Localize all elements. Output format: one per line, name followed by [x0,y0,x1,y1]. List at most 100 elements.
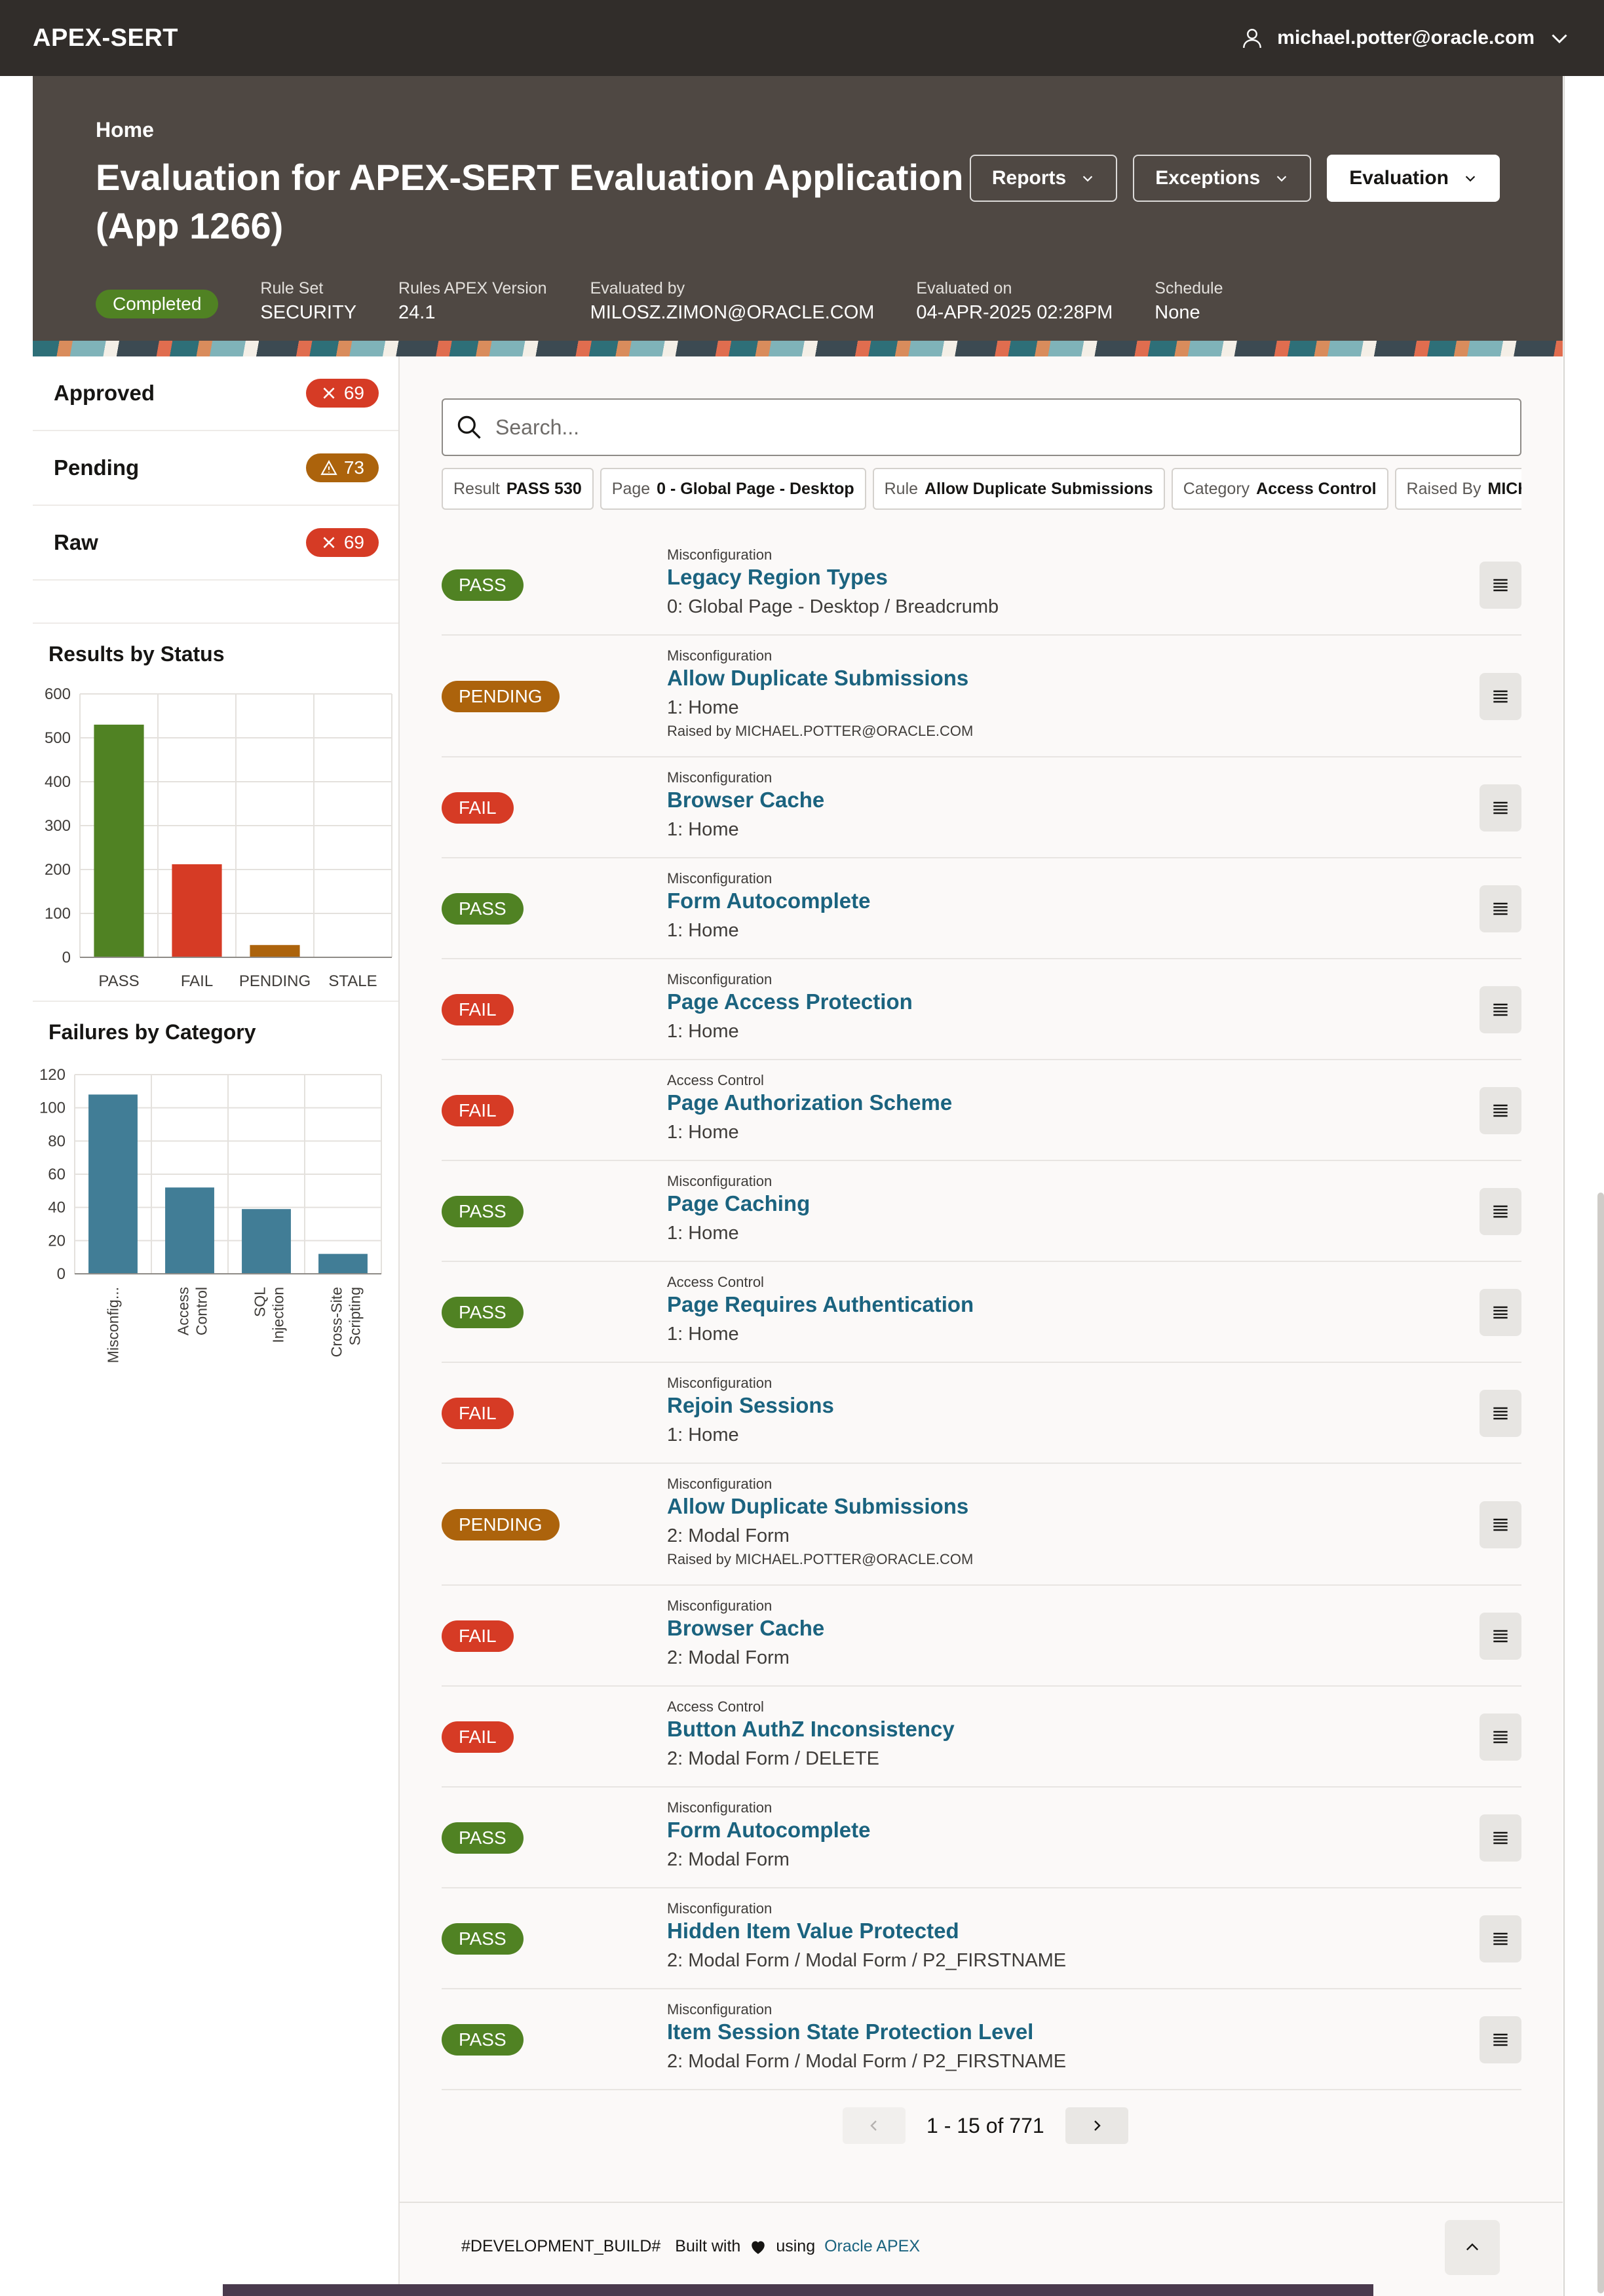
result-title-link[interactable]: Browser Cache [667,1616,825,1640]
right-gutter [1563,76,1604,2296]
x-tick-label: SQLInjection [252,1287,287,1343]
row-actions-button[interactable] [1480,562,1521,609]
filter-chip[interactable]: Rule Allow Duplicate Submissions [872,468,1165,510]
result-title-link[interactable]: Browser Cache [667,788,825,812]
exceptions-button[interactable]: Exceptions [1133,155,1312,202]
y-tick-label: 120 [39,1066,66,1084]
meta-evaluated-by: Evaluated by MILOSZ.ZIMON@ORACLE.COM [590,279,875,324]
result-location: 2: Modal Form / Modal Form / P2_FIRSTNAM… [667,2051,1067,2072]
row-actions-button[interactable] [1480,986,1521,1033]
result-status: FAIL [442,1398,514,1429]
status-badge: PASS [442,1923,524,1955]
result-content: Misconfiguration Allow Duplicate Submissi… [667,647,973,740]
row-actions-button[interactable] [1480,1713,1521,1761]
filter-chip[interactable]: Raised By MICHAEL.POTTER@ORACLE.COM [1394,468,1521,510]
stat-pending[interactable]: Pending 73 [33,431,398,506]
scrollbar-thumb[interactable] [1597,1193,1604,2293]
result-raised-by: Raised by MICHAEL.POTTER@ORACLE.COM [667,723,974,739]
result-location: 1: Home [667,1122,739,1143]
result-row: PENDING Misconfiguration Allow Duplicate S… [442,636,1521,757]
y-tick-label: 40 [48,1199,66,1217]
chevron-up-icon [1466,2243,1478,2251]
result-title-link[interactable]: Page Access Protection [667,989,913,1014]
result-title-link[interactable]: Legacy Region Types [667,565,888,589]
stat-approved[interactable]: Approved 69 [33,356,398,431]
status-badge: PASS [442,2024,524,2056]
filter-chip[interactable]: Page 0 - Global Page - Desktop [600,468,866,510]
count-badge: 73 [305,453,379,482]
breadcrumb[interactable]: Home [96,118,154,142]
meta-value: MILOSZ.ZIMON@ORACLE.COM [590,302,875,323]
scroll-to-top-button[interactable] [1445,2220,1500,2275]
count-value: 69 [343,532,364,552]
result-title-link[interactable]: Form Autocomplete [667,1818,871,1842]
results-by-status-title: Results by Status [48,642,225,666]
filter-chip[interactable]: Result PASS 530 [442,468,594,510]
result-row: PASS Misconfiguration Form Autocomplete 1: … [442,858,1521,959]
search-bar[interactable] [442,398,1521,456]
y-tick-label: 100 [39,1100,66,1117]
next-page-button[interactable] [1065,2107,1128,2144]
result-content: Misconfiguration Allow Duplicate Submissi… [667,1476,973,1568]
y-tick-label: 60 [48,1166,66,1183]
app-brand[interactable]: APEX-SERT [33,24,178,52]
row-actions-button[interactable] [1480,673,1521,720]
row-actions-button[interactable] [1480,1390,1521,1437]
row-actions-button[interactable] [1480,1915,1521,1962]
result-row: PASS Misconfiguration Item Session State P… [442,1989,1521,2090]
result-content: Misconfiguration Hidden Item Value Protec… [667,1900,1066,1972]
x-tick-label: Cross-SiteScripting [328,1287,364,1357]
result-title-link[interactable]: Form Autocomplete [667,889,871,913]
evaluation-button[interactable]: Evaluation [1327,155,1500,202]
result-status: PENDING [442,681,560,712]
reports-button[interactable]: Reports [969,155,1118,202]
y-tick-label: 500 [45,729,71,747]
status-badge: FAIL [442,994,514,1025]
result-title-link[interactable]: Item Session State Protection Level [667,2019,1034,2044]
result-title-link[interactable]: Allow Duplicate Submissions [667,1494,969,1518]
using-label: using [776,2237,816,2255]
results-by-status-chart: 0 100 200 300 400 500 600 PASS FAIL PENDING STALE [45,685,392,990]
search-input[interactable] [495,415,1478,440]
result-location: 2: Modal Form / DELETE [667,1748,879,1769]
search-icon [457,415,481,439]
result-category: Access Control [667,1072,764,1088]
result-title-link[interactable]: Hidden Item Value Protected [667,1919,959,1943]
result-category: Misconfiguration [667,1476,773,1492]
row-actions-button[interactable] [1480,2016,1521,2063]
result-title-link[interactable]: Page Caching [667,1191,811,1215]
result-title-link[interactable]: Rejoin Sessions [667,1393,834,1417]
row-actions-button[interactable] [1480,1613,1521,1660]
left-gutter [0,76,33,2296]
row-actions-button[interactable] [1480,1289,1521,1336]
row-actions-button[interactable] [1480,1188,1521,1235]
stat-raw[interactable]: Raw 69 [33,506,398,581]
result-content: Misconfiguration Legacy Region Types 0: Gl… [667,546,999,618]
row-actions-button[interactable] [1480,1814,1521,1862]
build-label: #DEVELOPMENT_BUILD# [461,2237,661,2255]
left-side-panel: Approved 69 Pending 73 Raw 69 Results by… [33,356,400,2296]
user-menu[interactable]: michael.potter@oracle.com [1240,26,1571,50]
hero-region: Home Evaluation for APEX-SERT Evaluation… [33,76,1563,347]
y-tick-label: 0 [57,1265,66,1283]
previous-page-button[interactable] [843,2107,906,2144]
result-title-link[interactable]: Page Authorization Scheme [667,1090,953,1115]
taskbar-strip [223,2284,1373,2296]
oracle-apex-link[interactable]: Oracle APEX [824,2237,920,2255]
result-location: 1: Home [667,920,739,941]
row-actions-button[interactable] [1480,1501,1521,1548]
menu-icon [1493,1003,1508,1016]
result-title-link[interactable]: Page Requires Authentication [667,1292,974,1316]
filter-chip-value: Allow Duplicate Submissions [925,479,1153,498]
row-actions-button[interactable] [1480,885,1521,932]
x-tick-label: AccessControl [175,1287,210,1335]
result-title-link[interactable]: Allow Duplicate Submissions [667,666,969,690]
close-icon [323,537,335,548]
row-actions-button[interactable] [1480,784,1521,832]
result-category: Misconfiguration [667,1375,773,1391]
row-actions-button[interactable] [1480,1087,1521,1134]
result-category: Misconfiguration [667,2001,773,2018]
filter-chip[interactable]: Category Access Control [1171,468,1388,510]
result-title-link[interactable]: Button AuthZ Inconsistency [667,1717,955,1741]
meta-label: Rule Set [260,279,324,297]
